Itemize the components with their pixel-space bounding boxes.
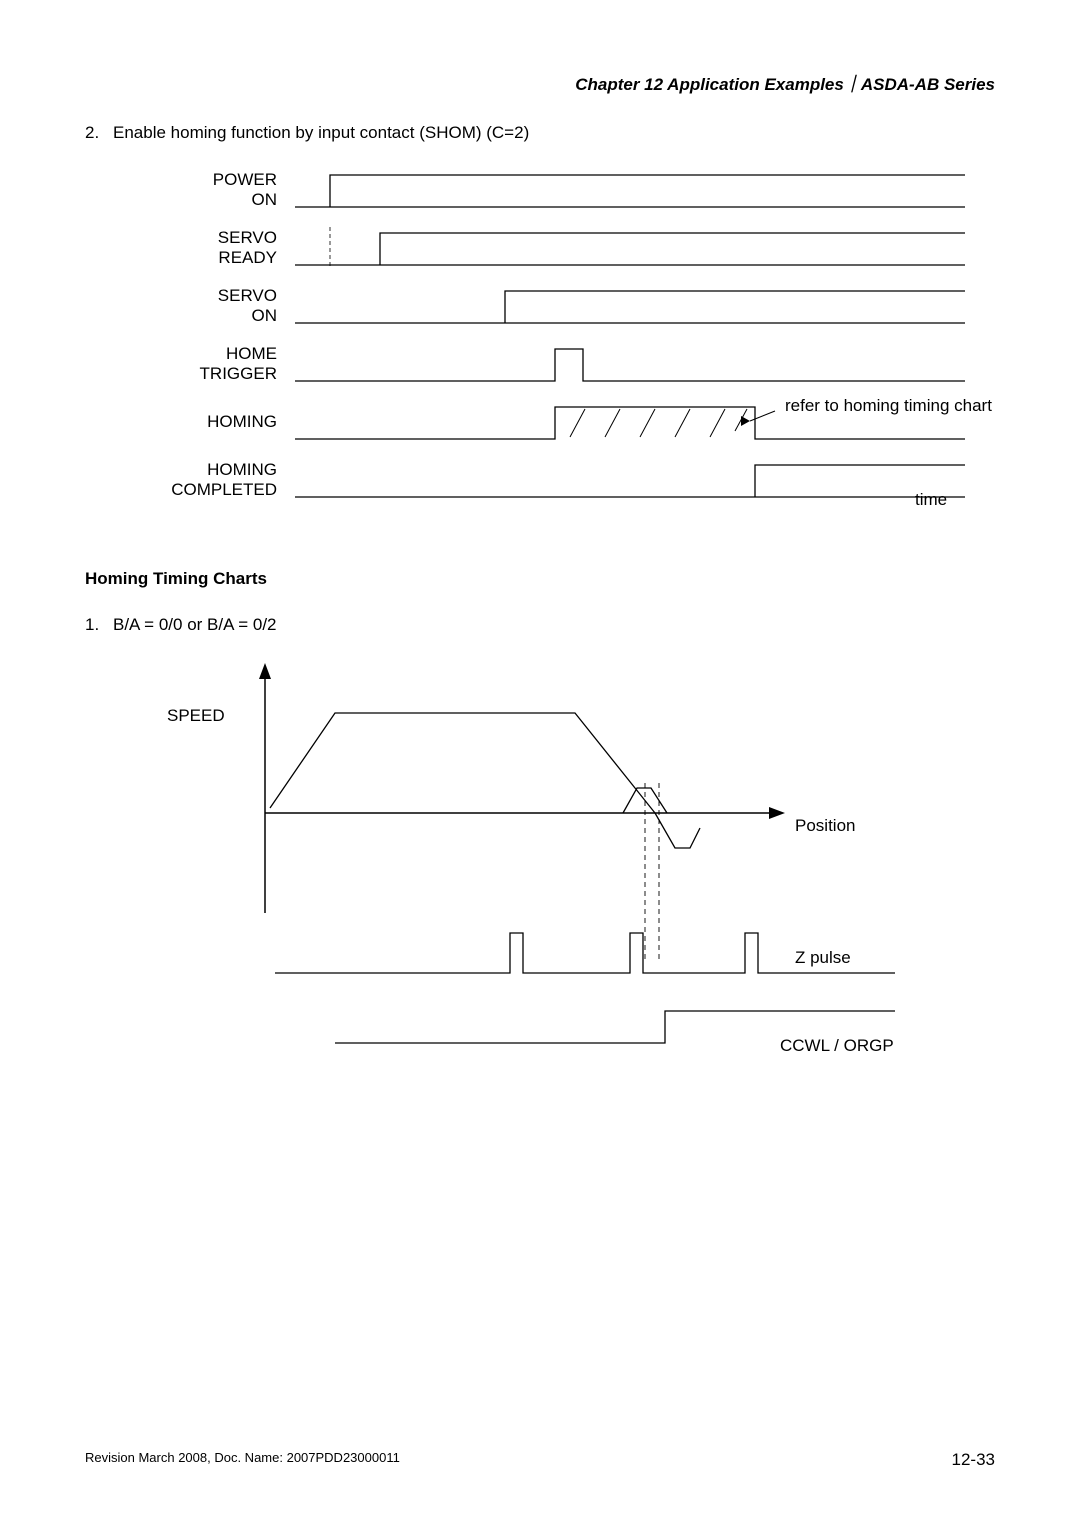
page-number: 12-33 [952, 1450, 995, 1470]
signal-servo-ready [295, 225, 975, 271]
item-number: 2. [85, 123, 113, 143]
homing-annotation: refer to homing timing chart [785, 396, 992, 416]
signal-label-homing: HOMING [145, 412, 295, 432]
item-text: B/A = 0/0 or B/A = 0/2 [113, 615, 277, 635]
signal-power-on [295, 167, 975, 213]
series-text: ASDA-AB Series [861, 75, 995, 94]
page-header: Chapter 12 Application Examples｜ASDA-AB … [85, 70, 995, 95]
signal-homing-completed [295, 457, 975, 503]
signal-label-homing-completed: HOMINGCOMPLETED [145, 460, 295, 499]
item-number: 1. [85, 615, 113, 635]
list-item-1: 1. B/A = 0/0 or B/A = 0/2 [85, 615, 995, 635]
zpulse-label: Z pulse [795, 948, 851, 967]
signal-servo-on [295, 283, 975, 329]
signal-home-trigger [295, 341, 975, 387]
chapter-text: Chapter 12 Application Examples [575, 75, 844, 94]
time-label: time [915, 490, 947, 510]
timing-diagram: POWERON SERVOREADY SERVOON HOMETRIGGER H… [145, 161, 995, 509]
homing-chart: SPEED Position Z pulse CCWL / ORGP [135, 653, 995, 1088]
position-label: Position [795, 816, 855, 835]
signal-label-power-on: POWERON [145, 170, 295, 209]
list-item-2: 2. Enable homing function by input conta… [85, 123, 995, 143]
signal-label-servo-on: SERVOON [145, 286, 295, 325]
section-title: Homing Timing Charts [85, 569, 995, 589]
item-text: Enable homing function by input contact … [113, 123, 529, 143]
signal-label-servo-ready: SERVOREADY [145, 228, 295, 267]
header-sep: ｜ [844, 75, 861, 94]
signal-label-home-trigger: HOMETRIGGER [145, 344, 295, 383]
sensor-label: CCWL / ORGP [780, 1036, 894, 1055]
homing-chart-svg: SPEED Position Z pulse CCWL / ORGP [135, 653, 955, 1083]
footer-revision: Revision March 2008, Doc. Name: 2007PDD2… [85, 1450, 400, 1470]
speed-label: SPEED [167, 706, 225, 725]
page-footer: Revision March 2008, Doc. Name: 2007PDD2… [85, 1450, 995, 1470]
